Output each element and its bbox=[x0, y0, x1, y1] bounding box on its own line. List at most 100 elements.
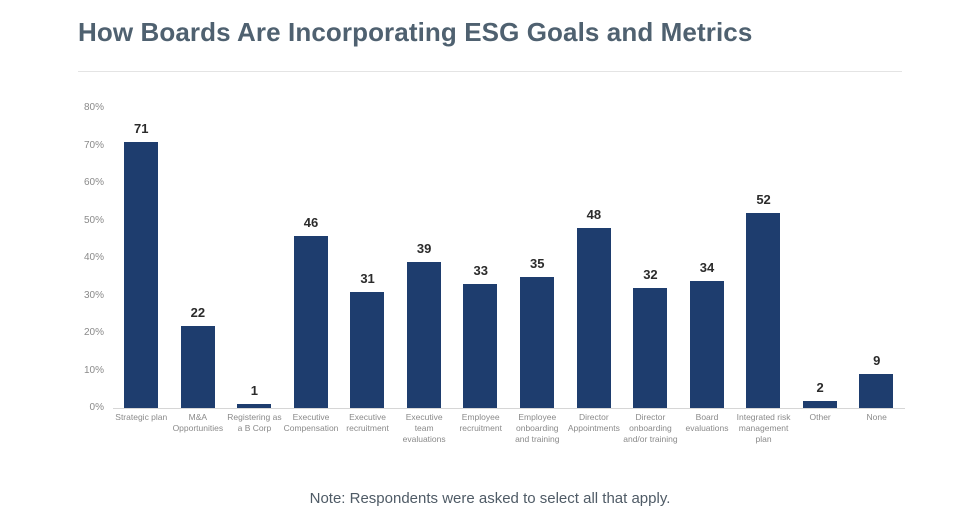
x-axis-category-label: Employee recruitment bbox=[444, 412, 518, 434]
x-axis-category-line: Registering as bbox=[227, 412, 282, 422]
bar-group[interactable]: 22 bbox=[170, 108, 227, 408]
x-axis-category-line: Integrated risk bbox=[736, 412, 791, 422]
bar[interactable] bbox=[689, 280, 724, 408]
page-title: How Boards Are Incorporating ESG Goals a… bbox=[78, 17, 753, 47]
bar-value-label: 52 bbox=[756, 192, 771, 207]
y-axis-tick-label: 20% bbox=[83, 327, 104, 338]
bar-value-label: 48 bbox=[586, 207, 602, 222]
bar-value-label: 22 bbox=[190, 304, 206, 320]
bar-group[interactable]: 71 bbox=[113, 108, 170, 408]
x-axis-category-line: Executive bbox=[292, 412, 330, 422]
bar-value-label: 32 bbox=[643, 267, 658, 282]
bar-group[interactable]: 52 bbox=[735, 108, 792, 408]
bar[interactable] bbox=[124, 141, 158, 408]
y-axis-tick-label: 70% bbox=[83, 139, 104, 151]
bar-group[interactable]: 2 bbox=[792, 108, 849, 408]
y-axis-tick-label: 50% bbox=[83, 214, 104, 226]
x-axis-category-line: evaluations bbox=[402, 434, 446, 444]
x-axis-category-line: Director bbox=[635, 412, 666, 422]
x-axis-category-line: recruitment bbox=[459, 423, 502, 433]
bar[interactable] bbox=[463, 284, 498, 408]
x-axis-category-line: M&A bbox=[188, 412, 208, 422]
bar[interactable] bbox=[633, 288, 668, 408]
bar-chart: 0% 10% 20% 30% 40% 50% 60% 70% 80% 71 22 1 46 31 39 33… bbox=[83, 102, 914, 445]
x-axis-category-label: Executive recruitment bbox=[331, 412, 405, 434]
x-axis-category-label: Integrated risk management plan bbox=[727, 412, 801, 445]
x-axis-category-line: onboarding bbox=[629, 423, 672, 433]
bar-group[interactable]: 9 bbox=[848, 108, 905, 408]
plot-area: 71 22 1 46 31 39 33 35 48 32 34 52 2 9 bbox=[113, 108, 905, 408]
bar-group[interactable]: 34 bbox=[679, 108, 736, 408]
x-axis-category-line: evaluations bbox=[685, 423, 729, 433]
bar[interactable] bbox=[237, 404, 272, 408]
y-axis-tick-label: 30% bbox=[83, 289, 104, 301]
bar-value-label: 2 bbox=[816, 379, 824, 395]
x-axis-category-line: Compensation bbox=[283, 423, 339, 433]
x-axis-category-line: Board bbox=[695, 412, 719, 422]
x-axis-category-line: Strategic plan bbox=[115, 412, 168, 422]
bar-value-label: 33 bbox=[473, 263, 488, 279]
x-axis-category-line: plan bbox=[755, 434, 772, 444]
y-axis-tick-label: 10% bbox=[83, 364, 104, 376]
bar-value-label: 71 bbox=[134, 120, 149, 136]
y-axis-tick-label: 40% bbox=[83, 252, 104, 263]
x-axis-category-line: a B Corp bbox=[237, 423, 272, 433]
bar-group[interactable]: 46 bbox=[283, 108, 340, 408]
title-divider bbox=[78, 71, 902, 72]
bar-value-label: 35 bbox=[530, 255, 545, 271]
x-axis-category-label: Board evaluations bbox=[670, 412, 744, 434]
x-axis-category-label: Registering as a B Corp bbox=[217, 412, 291, 434]
x-axis-category-line: Appointments bbox=[567, 423, 620, 433]
x-axis-category-line: management bbox=[738, 423, 789, 433]
bar-group[interactable]: 33 bbox=[452, 108, 509, 408]
x-axis-category-line: Employee bbox=[461, 412, 500, 422]
x-axis-category-line: Employee bbox=[518, 412, 557, 422]
bar[interactable] bbox=[746, 213, 781, 408]
x-axis-category-label: Director Appointments bbox=[557, 412, 631, 434]
y-axis-tick-label: 0% bbox=[89, 402, 104, 413]
footer-note: Note: Respondents were asked to select a… bbox=[309, 490, 671, 507]
bar[interactable] bbox=[406, 261, 441, 408]
bar-group[interactable]: 39 bbox=[396, 108, 453, 408]
x-axis-baseline bbox=[113, 408, 905, 409]
bar-value-label: 39 bbox=[416, 240, 432, 256]
x-axis-category-label: Executive Compensation bbox=[274, 412, 348, 434]
bar[interactable] bbox=[350, 291, 385, 408]
bar[interactable] bbox=[576, 228, 611, 408]
bar-group[interactable]: 35 bbox=[509, 108, 566, 408]
bar[interactable] bbox=[802, 400, 837, 408]
bar[interactable] bbox=[293, 235, 328, 408]
bar[interactable] bbox=[520, 276, 554, 408]
x-axis-category-line: and training bbox=[515, 434, 560, 444]
x-axis-category-label: Executive team evaluations bbox=[387, 412, 461, 445]
bar[interactable] bbox=[180, 325, 215, 408]
x-axis-category-label: M&A Opportunities bbox=[161, 412, 235, 434]
bar-value-label: 9 bbox=[873, 353, 881, 369]
bar-value-label: 31 bbox=[360, 270, 375, 286]
x-axis-category-label: Other bbox=[783, 412, 857, 423]
x-axis-category-line: Executive bbox=[405, 412, 443, 422]
x-axis-category-line: onboarding bbox=[516, 423, 559, 433]
x-axis-category-label: Strategic plan bbox=[104, 412, 178, 423]
x-axis-category-line: None bbox=[866, 412, 887, 422]
y-axis-tick-label: 60% bbox=[83, 177, 104, 188]
y-axis-tick-label: 80% bbox=[83, 102, 104, 113]
bar-value-label: 46 bbox=[303, 214, 319, 230]
x-axis-category-label: Employee onboarding and training bbox=[500, 412, 574, 445]
x-axis-category-line: Other bbox=[809, 412, 831, 422]
bar-value-label: 1 bbox=[250, 383, 259, 399]
bar-group[interactable]: 32 bbox=[622, 108, 679, 408]
x-axis-category-line: team bbox=[414, 423, 434, 433]
x-axis-category-line: Opportunities bbox=[172, 423, 224, 433]
bar-value-label: 34 bbox=[699, 259, 715, 275]
x-axis-category-label: Director onboarding and/or training bbox=[613, 412, 687, 445]
bar-group[interactable]: 31 bbox=[339, 108, 396, 408]
x-axis-category-line: Director bbox=[578, 412, 609, 422]
x-axis-category-line: Executive bbox=[349, 412, 386, 422]
x-axis-category-line: and/or training bbox=[623, 434, 678, 444]
x-axis-category-line: recruitment bbox=[346, 423, 389, 433]
bar-group[interactable]: 1 bbox=[226, 108, 283, 408]
bar-group[interactable]: 48 bbox=[566, 108, 623, 408]
x-axis-category-label: None bbox=[840, 412, 914, 423]
bar[interactable] bbox=[859, 374, 894, 408]
